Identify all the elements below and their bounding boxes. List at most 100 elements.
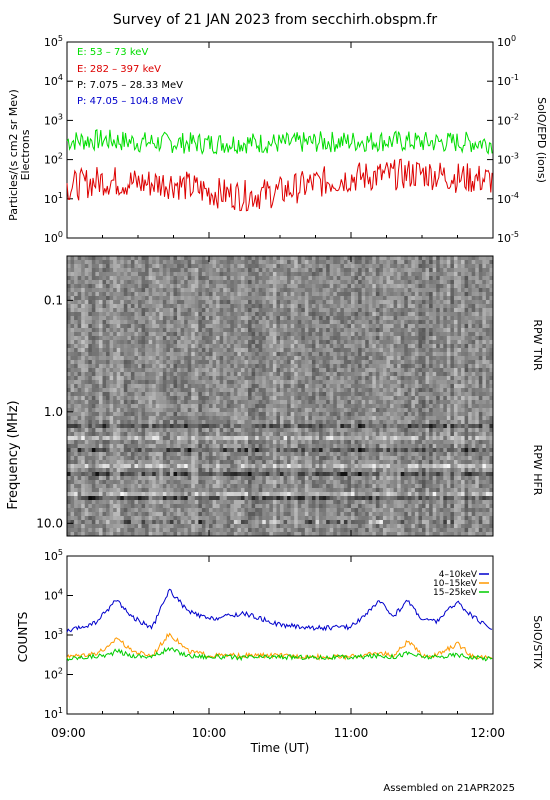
- rpw-cell: [251, 332, 256, 337]
- rpw-cell: [290, 500, 295, 505]
- rpw-cell: [216, 392, 220, 397]
- rpw-cell: [102, 444, 107, 449]
- rpw-cell: [226, 496, 231, 501]
- rpw-cell: [311, 492, 316, 497]
- rpw-cell: [198, 300, 203, 305]
- rpw-cell: [233, 320, 238, 325]
- rpw-cell: [102, 320, 107, 325]
- rpw-cell: [180, 424, 185, 429]
- rpw-cell: [91, 528, 96, 533]
- rpw-cell: [251, 344, 256, 349]
- rpw-cell: [70, 348, 75, 353]
- rpw-cell: [237, 296, 242, 301]
- rpw-cell: [148, 436, 153, 441]
- rpw-cell: [116, 388, 121, 393]
- rpw-cell: [265, 372, 270, 377]
- rpw-cell: [177, 460, 181, 465]
- rpw-cell: [201, 452, 206, 457]
- rpw-cell: [116, 520, 121, 525]
- rpw-cell: [159, 416, 164, 421]
- rpw-cell: [223, 528, 228, 533]
- rpw-cell: [223, 328, 228, 333]
- rpw-cell: [134, 488, 139, 493]
- rpw-cell: [194, 532, 199, 537]
- rpw-cell: [205, 392, 210, 397]
- rpw-cell: [130, 488, 135, 493]
- rpw-cell: [230, 280, 235, 285]
- rpw-cell: [113, 332, 117, 337]
- rpw-cell: [237, 508, 242, 513]
- rpw-cell: [230, 504, 235, 509]
- rpw-cell: [272, 512, 277, 517]
- rpw-cell: [141, 312, 146, 317]
- rpw-cell: [145, 328, 149, 333]
- rpw-cell: [230, 524, 235, 529]
- rpw-cell: [123, 504, 128, 509]
- rpw-cell: [70, 432, 75, 437]
- rpw-cell: [173, 288, 178, 293]
- rpw-cell: [106, 488, 110, 493]
- rpw-cell: [81, 336, 86, 341]
- rpw-cell: [95, 328, 100, 333]
- rpw-cell: [311, 448, 316, 453]
- rpw-cell: [240, 420, 245, 425]
- rpw-cell: [297, 376, 302, 381]
- rpw-cell: [311, 376, 316, 381]
- rpw-cell: [194, 296, 199, 301]
- rpw-cell: [116, 392, 121, 397]
- rpw-cell: [166, 512, 171, 517]
- rpw-cell: [269, 372, 274, 377]
- rpw-cell: [106, 476, 110, 481]
- rpw-cell: [209, 332, 213, 337]
- rpw-cell: [138, 264, 142, 269]
- rpw-cell: [106, 300, 110, 305]
- rpw-cell: [216, 484, 220, 489]
- rpw-cell: [177, 416, 181, 421]
- rpw-cell: [109, 268, 114, 273]
- rpw-cell: [155, 292, 160, 297]
- rpw-cell: [290, 404, 295, 409]
- rpw-cell: [294, 264, 299, 269]
- rpw-cell: [152, 264, 157, 269]
- rpw-cell: [198, 280, 203, 285]
- rpw-cell: [70, 264, 75, 269]
- rpw-cell: [184, 356, 188, 361]
- rpw-cell: [106, 292, 110, 297]
- rpw-cell: [191, 492, 196, 497]
- rpw-cell: [283, 348, 288, 353]
- rpw-cell: [248, 336, 252, 341]
- rpw-cell: [216, 496, 220, 501]
- rpw-cell: [166, 476, 171, 481]
- rpw-cell: [120, 436, 125, 441]
- rpw-cell: [276, 500, 281, 505]
- rpw-cell: [216, 440, 220, 445]
- rpw-cell: [240, 300, 245, 305]
- rpw-cell: [106, 528, 110, 533]
- rpw-cell: [194, 372, 199, 377]
- rpw-cell: [162, 436, 167, 441]
- rpw-cell: [276, 428, 281, 433]
- rpw-cell: [315, 424, 320, 429]
- rpw-cell: [201, 360, 206, 365]
- rpw-cell: [84, 328, 89, 333]
- rpw-cell: [230, 340, 235, 345]
- rpw-cell: [191, 528, 196, 533]
- rpw-cell: [116, 468, 121, 473]
- rpw-cell: [152, 316, 157, 321]
- rpw-cell: [265, 404, 270, 409]
- rpw-cell: [223, 292, 228, 297]
- rpw-cell: [308, 308, 313, 313]
- rpw-cell: [148, 496, 153, 501]
- epd-y-tick-label: 104: [44, 73, 63, 88]
- rpw-cell: [159, 372, 164, 377]
- rpw-cell: [70, 520, 75, 525]
- rpw-cell: [67, 332, 71, 337]
- rpw-cell: [216, 400, 220, 405]
- rpw-cell: [194, 508, 199, 513]
- rpw-cell: [106, 284, 110, 289]
- rpw-cell: [184, 400, 188, 405]
- rpw-cell: [70, 368, 75, 373]
- rpw-cell: [180, 488, 185, 493]
- rpw-cell: [180, 348, 185, 353]
- rpw-cell: [237, 416, 242, 421]
